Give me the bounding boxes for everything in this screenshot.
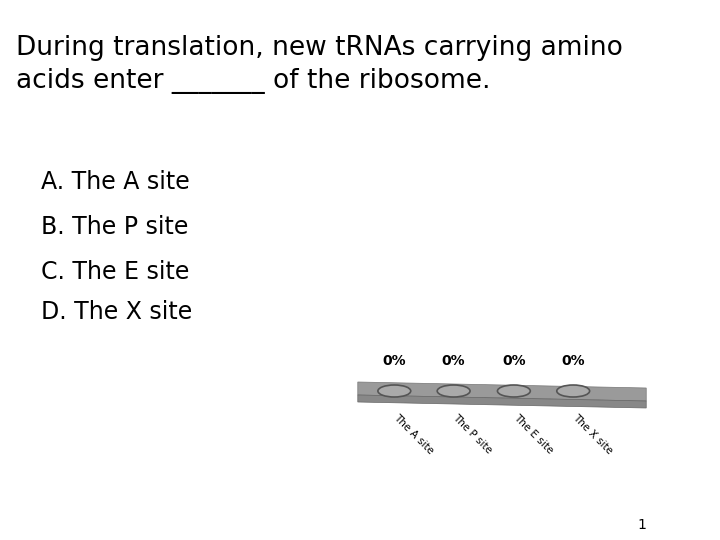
Text: 0%: 0% [442,354,465,368]
Ellipse shape [498,385,531,397]
Text: The E site: The E site [511,412,554,455]
Ellipse shape [437,385,470,397]
Text: acids enter _______ of the ribosome.: acids enter _______ of the ribosome. [17,68,491,94]
Text: During translation, new tRNAs carrying amino: During translation, new tRNAs carrying a… [17,35,624,61]
Text: D. The X site: D. The X site [41,300,192,324]
Ellipse shape [557,385,590,397]
Text: A. The A site: A. The A site [41,170,190,194]
Text: C. The E site: C. The E site [41,260,189,284]
Text: 0%: 0% [382,354,406,368]
Polygon shape [358,395,647,408]
Text: The P site: The P site [451,412,494,455]
Text: 1: 1 [637,518,647,532]
Text: The X site: The X site [571,412,614,456]
Text: 0%: 0% [562,354,585,368]
Text: 0%: 0% [502,354,526,368]
Ellipse shape [378,385,410,397]
Text: The A site: The A site [392,412,436,456]
Text: B. The P site: B. The P site [41,215,189,239]
Polygon shape [358,382,647,401]
